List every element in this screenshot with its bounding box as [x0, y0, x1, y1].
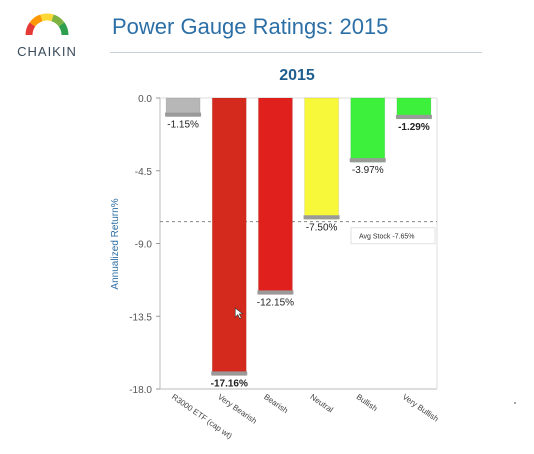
data-label: -3.97% — [352, 165, 384, 176]
y-axis-label: Annualized Return% — [110, 198, 121, 289]
reference-label: Avg Stock -7.65% — [359, 234, 415, 241]
bar-end-cap — [349, 158, 386, 163]
bar — [304, 97, 340, 220]
gauge-arc-segment — [51, 14, 65, 27]
x-category-label: Bullish — [355, 392, 379, 413]
y-tick-label: -4.5 — [135, 167, 153, 178]
power-gauge-icon — [25, 13, 69, 36]
data-label: -17.16% — [211, 378, 248, 389]
bar-chart: 2015 Annualized Return% 0.0 -4.5 -9.0 -13.5… — [110, 67, 440, 441]
gauge-arc-segment — [40, 13, 54, 22]
y-tick-label: -9.0 — [135, 240, 153, 251]
bar-end-cap — [211, 371, 248, 376]
page-title: Power Gauge Ratings: 2015 — [112, 14, 389, 39]
x-category-label: Bearish — [262, 392, 289, 415]
y-tick-label: 0.0 — [138, 94, 152, 105]
bar-end-cap — [303, 215, 340, 220]
chaikin-logo: CHAIKIN — [12, 8, 82, 64]
reference-label-box — [350, 227, 436, 245]
data-label: -1.15% — [167, 120, 199, 131]
plot-area: 0.0-4.5-9.0-13.5-18.0-1.15%R3000 ETF (ca… — [129, 94, 440, 441]
x-category-label: Neutral — [308, 392, 334, 414]
cursor-dot — [514, 402, 516, 404]
bar-end-cap — [257, 290, 294, 295]
bar — [211, 97, 247, 376]
title-divider — [110, 52, 482, 53]
x-category-label: Very Bullish — [401, 392, 440, 423]
gauge-arc-segment — [29, 14, 43, 27]
bar — [350, 97, 386, 163]
bar-end-cap — [395, 114, 432, 119]
bar-end-cap — [165, 112, 202, 117]
chart-title: 2015 — [279, 67, 315, 84]
data-label: -12.15% — [257, 297, 294, 308]
gauge-arc-segment — [25, 22, 36, 36]
gauge-arc-segment — [58, 22, 69, 36]
y-tick-label: -18.0 — [129, 385, 152, 396]
brand-name: CHAIKIN — [17, 44, 77, 59]
mouse-pointer-icon — [234, 307, 244, 320]
x-category-label: Very Bearish — [216, 392, 258, 425]
bar — [257, 97, 293, 295]
data-label: -7.50% — [306, 222, 338, 233]
data-label: -1.29% — [398, 122, 430, 133]
y-tick-label: -13.5 — [129, 312, 152, 323]
